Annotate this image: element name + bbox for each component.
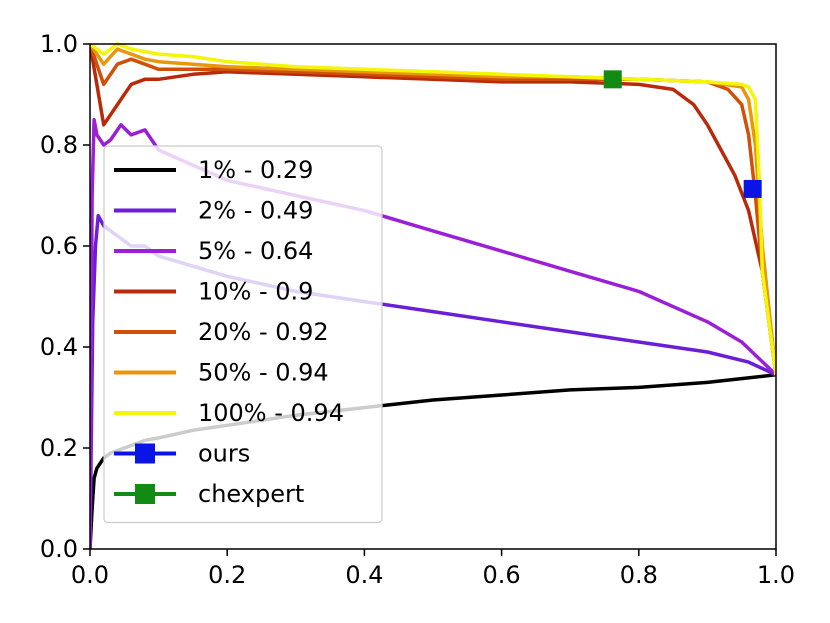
legend: 1% - 0.29 2% - 0.49 5% - 0.64 10% - 0.9 20% … (103, 145, 383, 524)
legend-marker-chexpert (135, 484, 155, 504)
legend-label-5: 20% - 0.92 (198, 318, 329, 346)
legend-box (103, 145, 383, 524)
legend-label-6: 50% - 0.94 (198, 359, 329, 387)
x-tick-label-0: 0.0 (71, 561, 109, 589)
legend-label-2: 2% - 0.49 (198, 197, 313, 225)
legend-label-9: chexpert (198, 480, 304, 508)
series-line-6 (90, 43, 776, 375)
y-tick-label-1: 0.2 (40, 434, 78, 462)
legend-label-7: 100% - 0.94 (198, 399, 344, 427)
y-tick-label-4: 0.8 (40, 131, 78, 159)
series-line-7 (90, 42, 776, 376)
legend-label-1: 1% - 0.29 (198, 156, 313, 184)
marker-ours (743, 179, 762, 198)
x-tick-label-3: 0.6 (483, 561, 521, 589)
x-tick-label-4: 0.8 (620, 561, 658, 589)
series-line-5 (90, 43, 776, 376)
marker-chexpert (603, 70, 622, 89)
plot-frame (89, 43, 777, 550)
legend-label-8: ours (198, 440, 250, 468)
x-tick-label-1: 0.2 (208, 561, 246, 589)
series-line-4 (90, 43, 776, 376)
tick-layer: 0.0 0.2 0.4 0.6 0.8 1.0 0.0 0.2 0.4 0.6 0.8 1.0 (40, 30, 795, 589)
legend-marker-ours (135, 443, 155, 464)
marker-layer (603, 70, 762, 198)
y-tick-label-0: 0.0 (40, 535, 78, 563)
legend-label-4: 10% - 0.9 (198, 278, 313, 306)
x-tick-label-2: 0.4 (345, 561, 383, 589)
y-tick-label-5: 1.0 (40, 30, 78, 58)
x-tick-label-5: 1.0 (757, 561, 795, 589)
y-tick-label-2: 0.4 (40, 333, 78, 361)
y-tick-label-3: 0.6 (40, 232, 78, 260)
legend-label-3: 5% - 0.64 (198, 237, 313, 265)
